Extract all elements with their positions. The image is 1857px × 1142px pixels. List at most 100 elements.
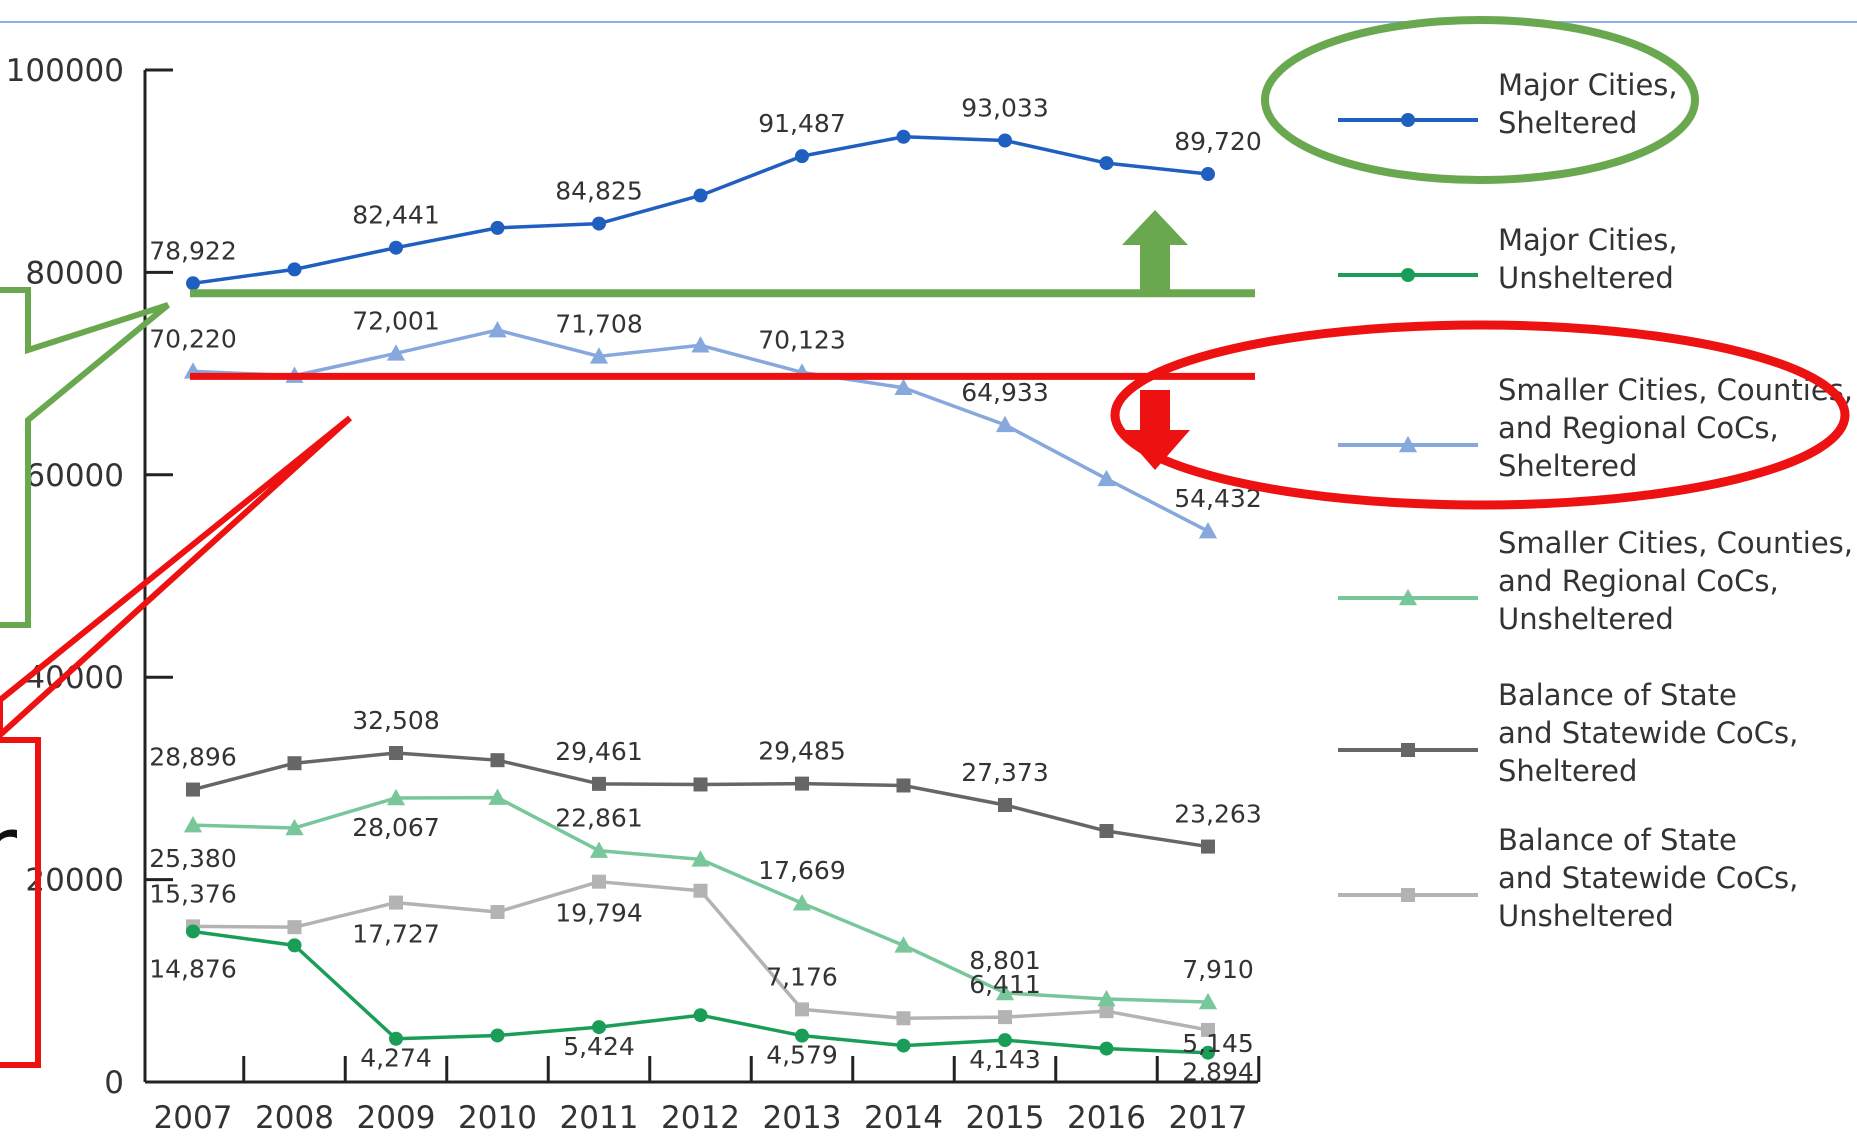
data-point: [1097, 989, 1116, 1007]
data-point: [896, 129, 911, 144]
data-label: 5,145: [1182, 1029, 1254, 1058]
legend-label: and Statewide CoCs,: [1498, 861, 1798, 895]
data-point: [490, 753, 505, 768]
x-tick-label: 2011: [560, 1100, 639, 1136]
data-point: [795, 1028, 809, 1043]
x-tick-label: 2009: [357, 1100, 436, 1136]
data-point: [592, 874, 606, 889]
data-point: [386, 788, 406, 806]
data-point: [1398, 588, 1418, 606]
data-point: [792, 894, 812, 911]
data-label: 6,411: [969, 970, 1041, 999]
y-tick-label: 20000: [25, 863, 124, 899]
data-point: [183, 816, 203, 833]
red-callout-box: [0, 737, 41, 1068]
data-label: 15,376: [149, 879, 236, 908]
data-label: 32,508: [352, 706, 439, 735]
data-point: [1099, 1004, 1114, 1019]
data-label: 17,669: [758, 856, 845, 885]
data-point: [896, 778, 911, 793]
data-label: 91,487: [758, 109, 845, 138]
data-point: [995, 415, 1015, 433]
x-tick-label: 2016: [1067, 1100, 1146, 1136]
y-tick-label: 0: [104, 1065, 124, 1101]
legend-label: and Regional CoCs,: [1498, 564, 1779, 598]
data-point: [693, 777, 708, 792]
data-point: [589, 841, 609, 858]
data-label: 27,373: [961, 758, 1048, 787]
x-tick-label: 2007: [154, 1100, 233, 1136]
data-point: [1401, 888, 1415, 902]
clipped-callout-text: r: [0, 797, 17, 902]
y-tick-label: 100000: [6, 53, 124, 89]
data-point: [795, 1002, 809, 1017]
x-tick-label: 2008: [255, 1100, 334, 1136]
data-point: [490, 904, 505, 919]
data-label: 7,176: [766, 962, 838, 991]
data-label: 89,720: [1174, 127, 1261, 156]
data-point: [795, 776, 809, 791]
data-label: 82,441: [352, 201, 439, 230]
series-line: [192, 879, 1209, 1032]
data-point: [894, 936, 913, 953]
data-label: 93,033: [961, 94, 1048, 123]
data-label: 14,876: [149, 954, 236, 983]
data-point: [1401, 113, 1415, 127]
data-label: 2,894: [1182, 1058, 1254, 1087]
data-point: [1201, 1045, 1215, 1060]
data-point: [691, 336, 710, 353]
data-label: 19,794: [555, 899, 642, 928]
data-point: [1398, 435, 1418, 453]
y-tick-label: 60000: [25, 458, 124, 494]
x-tick-label: 2015: [966, 1100, 1045, 1136]
data-label: 17,727: [352, 920, 439, 949]
data-point: [186, 276, 200, 291]
data-point: [287, 920, 302, 935]
legend-label: and Regional CoCs,: [1498, 411, 1779, 445]
data-point: [693, 1008, 708, 1023]
data-point: [1201, 1022, 1215, 1037]
green-callout-box: [0, 287, 170, 628]
data-point: [592, 1020, 606, 1035]
data-point: [490, 1028, 505, 1043]
data-point: [589, 347, 609, 364]
data-point: [998, 133, 1012, 148]
legend-label: Smaller Cities, Counties,: [1498, 526, 1853, 560]
data-point: [1099, 824, 1114, 839]
data-point: [896, 1011, 911, 1026]
data-point: [691, 850, 710, 867]
data-label: 70,123: [758, 325, 845, 354]
y-tick-label: 80000: [25, 255, 124, 291]
data-point: [1201, 839, 1215, 854]
x-tick-label: 2010: [458, 1100, 537, 1136]
data-label: 78,922: [149, 236, 236, 265]
legend-label: Smaller Cities, Counties,: [1498, 373, 1853, 407]
x-tick-label: 2017: [1169, 1100, 1248, 1136]
data-label: 71,708: [555, 309, 642, 338]
x-tick-label: 2014: [864, 1100, 943, 1136]
legend-label: Major Cities,: [1498, 223, 1678, 257]
data-point: [998, 797, 1012, 812]
data-point: [1099, 156, 1114, 171]
data-point: [386, 344, 406, 361]
series-line: [192, 929, 1209, 1055]
data-label: 8,801: [969, 946, 1041, 975]
data-point: [998, 1010, 1012, 1025]
data-label: 25,380: [149, 844, 236, 873]
series-markers: [183, 129, 1218, 1060]
data-point: [389, 746, 403, 761]
legend-label: Sheltered: [1498, 106, 1637, 140]
data-label: 22,861: [555, 804, 642, 833]
legend-label: Sheltered: [1498, 449, 1637, 483]
data-label: 28,896: [149, 743, 236, 772]
data-label: 84,825: [555, 177, 642, 206]
data-point: [894, 378, 913, 396]
green-highlight-ellipse: [1261, 16, 1699, 184]
red-highlight-ellipse: [1110, 320, 1850, 510]
series-lines: [192, 135, 1209, 1055]
data-point: [1198, 522, 1218, 539]
data-point: [1401, 268, 1415, 282]
